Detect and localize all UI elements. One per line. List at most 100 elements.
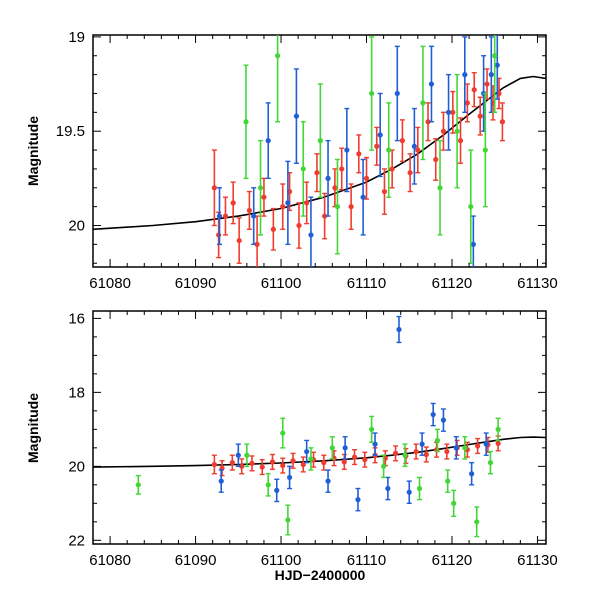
data-point-red: [433, 156, 439, 163]
data-point-green: [135, 482, 141, 488]
data-point-green: [386, 147, 392, 153]
data-layer-bottom: [93, 315, 546, 538]
data-point-green: [468, 204, 474, 210]
data-point-green: [437, 185, 443, 191]
series-red-bottom: [211, 435, 501, 477]
data-point-blue: [325, 175, 331, 181]
data-point-blue: [360, 194, 366, 200]
data-point-green: [280, 430, 286, 436]
data-point-blue: [469, 471, 475, 477]
data-point-blue: [406, 489, 412, 495]
data-point-red: [362, 457, 368, 463]
data-point-blue: [453, 445, 459, 451]
data-point-green: [434, 437, 441, 444]
data-point-red: [389, 166, 395, 172]
data-point-blue: [235, 452, 241, 458]
data-point-red: [475, 443, 481, 449]
x-tick-label-top: 61080: [89, 275, 131, 292]
data-point-red: [457, 138, 464, 144]
data-point-green: [474, 519, 480, 525]
data-point-blue: [285, 200, 291, 206]
data-point-red: [236, 237, 242, 244]
y-tick-label-top: 19.5: [56, 123, 85, 140]
data-point-blue: [385, 485, 391, 492]
data-point-blue: [286, 474, 293, 481]
data-point-red: [471, 87, 477, 93]
data-point-blue: [308, 232, 314, 238]
data-point-green: [402, 452, 408, 458]
plot-frame-bottom: [92, 310, 547, 545]
y-tick-label-bottom: 20: [68, 458, 85, 475]
data-point-red: [477, 113, 483, 119]
data-point-red: [484, 81, 490, 87]
data-point-red: [399, 138, 406, 144]
data-point-green: [495, 426, 501, 432]
x-tick-label-top: 61130: [517, 275, 558, 292]
data-point-red: [341, 459, 347, 465]
data-point-red: [259, 464, 265, 470]
data-point-red: [216, 232, 222, 238]
data-point-blue: [377, 132, 383, 138]
data-layer-top: [93, 35, 546, 267]
data-point-red: [499, 119, 506, 125]
data-point-red: [407, 170, 413, 176]
data-point-green: [451, 500, 457, 506]
data-point-red: [254, 241, 260, 247]
series-red-top: [211, 68, 506, 267]
data-point-red: [339, 166, 345, 172]
data-point-green: [243, 119, 249, 125]
data-point-red: [290, 458, 296, 464]
data-point-red: [440, 128, 447, 134]
data-point-green: [285, 517, 291, 523]
data-point-green: [416, 485, 423, 492]
data-point-red: [464, 100, 470, 106]
data-point-red: [239, 463, 245, 469]
data-point-red: [280, 462, 286, 469]
data-point-green: [334, 204, 341, 210]
data-point-blue: [325, 478, 331, 484]
data-point-red: [374, 143, 380, 149]
data-point-blue: [440, 417, 447, 423]
data-point-green: [445, 478, 451, 484]
data-point-green: [369, 90, 375, 97]
data-point-green: [381, 463, 387, 469]
data-point-red: [450, 109, 456, 115]
x-tick-label-bottom: 61090: [175, 552, 217, 569]
x-tick-label-top: 61120: [432, 275, 473, 292]
data-point-red: [425, 119, 431, 125]
series-green-top: [243, 35, 498, 264]
x-tick-label-bottom: 61100: [261, 552, 302, 569]
data-point-red: [415, 147, 421, 153]
data-point-green: [492, 53, 498, 59]
ylabel-bottom: Magnitude: [25, 393, 41, 463]
x-tick-label-bottom: 61130: [517, 552, 558, 569]
data-point-blue: [483, 441, 489, 447]
x-tick-label-bottom: 61080: [89, 552, 131, 569]
data-point-red: [229, 460, 235, 466]
data-point-red: [351, 454, 358, 460]
data-point-blue: [293, 113, 300, 119]
data-point-blue: [216, 213, 223, 219]
data-point-green: [244, 452, 250, 458]
data-point-blue: [445, 109, 452, 115]
y-tick-label-bottom: 22: [68, 532, 85, 549]
data-point-blue: [274, 487, 280, 493]
series-green-bottom: [135, 415, 501, 538]
data-point-red: [269, 459, 276, 465]
data-point-blue: [251, 213, 257, 219]
data-point-red: [249, 460, 255, 466]
panel-top: Magnitude 61080 61090 61100 61110 61120 61130…: [25, 29, 558, 292]
data-point-blue: [342, 445, 348, 451]
data-point-red: [321, 460, 327, 466]
data-point-red: [211, 185, 217, 191]
data-point-green: [329, 445, 335, 451]
plot-frame-top: [92, 34, 547, 268]
model-curve-top: [93, 75, 546, 231]
data-point-green: [265, 482, 271, 488]
data-point-red: [495, 440, 501, 447]
data-point-green: [300, 166, 306, 172]
data-point-red: [423, 451, 429, 458]
data-point-green: [487, 460, 494, 466]
data-point-red: [211, 461, 217, 468]
